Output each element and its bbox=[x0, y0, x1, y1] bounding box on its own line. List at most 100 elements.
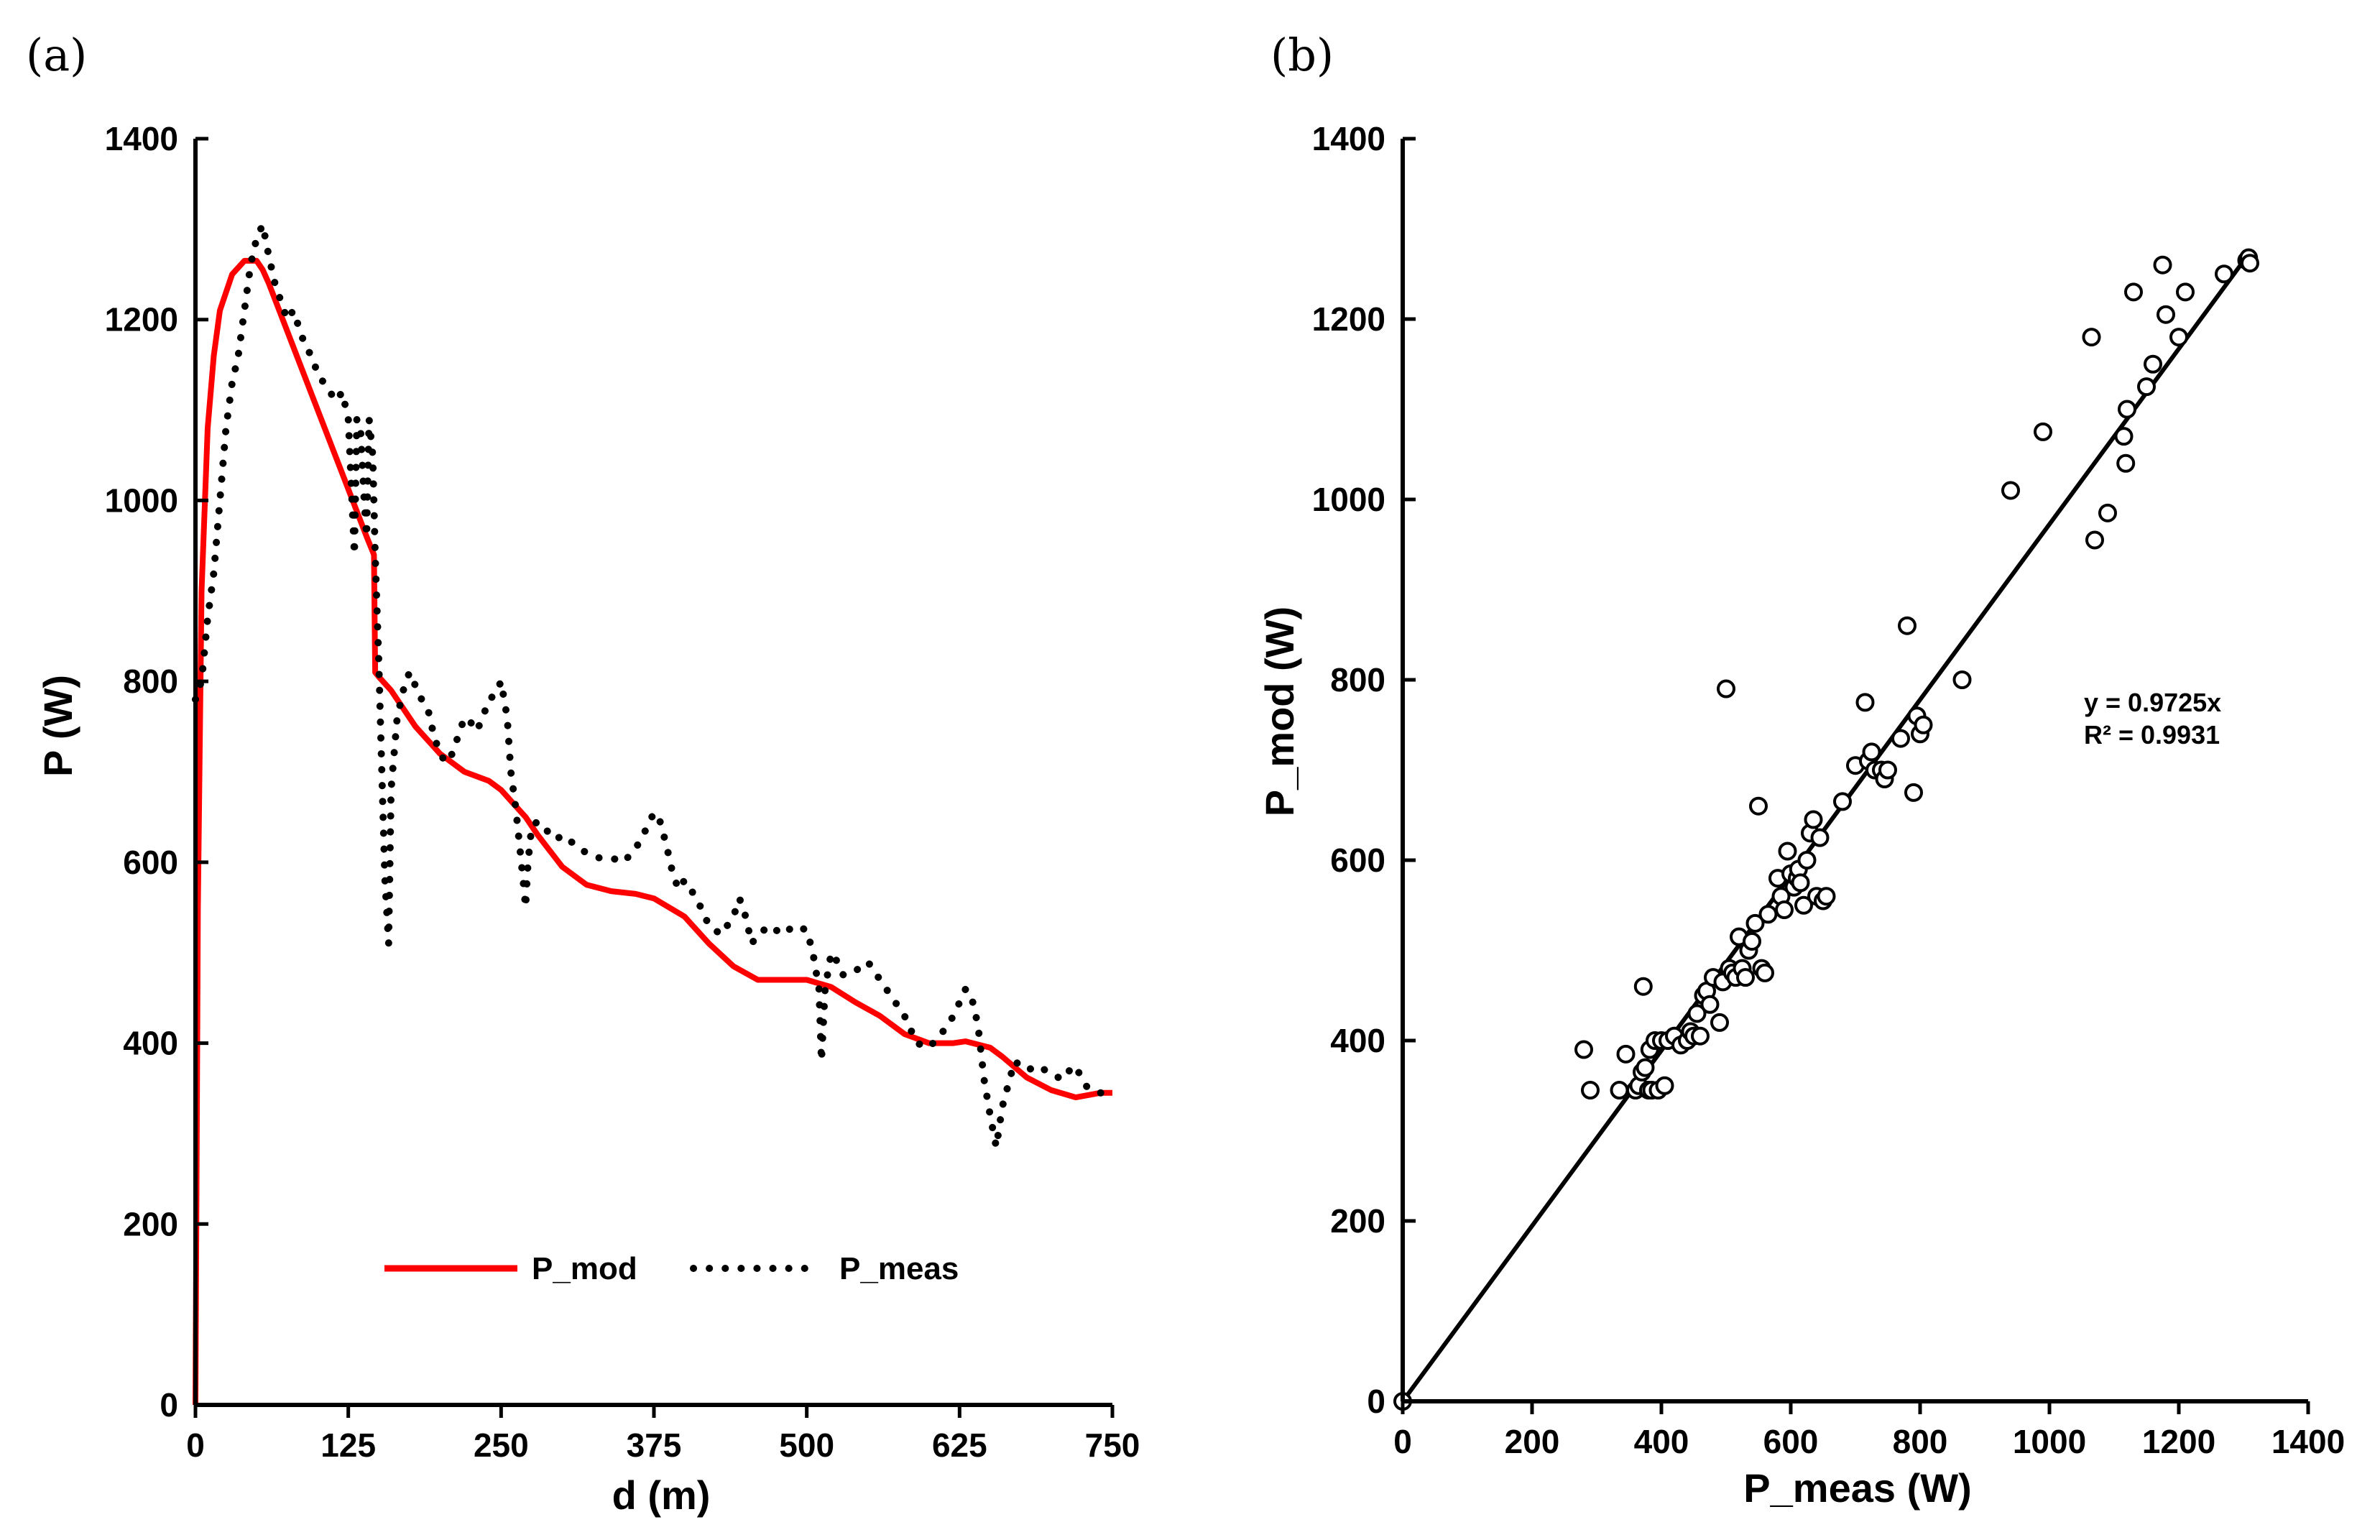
scatter-point bbox=[2137, 377, 2156, 397]
chart-b-x-tick-label: 400 bbox=[1634, 1423, 1689, 1460]
scatter-point bbox=[1736, 968, 1755, 987]
scatter-point bbox=[1914, 715, 1933, 734]
chart-a: 0 200 400 600 800 1000 1200 1400 0 125 250 375 500 62… bbox=[35, 120, 1140, 1518]
scatter-point bbox=[2144, 354, 2162, 374]
chart-a-x-axis-title: d (m) bbox=[612, 1472, 711, 1518]
chart-b-x-tick-label: 1000 bbox=[2013, 1423, 2086, 1460]
scatter-point bbox=[1633, 977, 1653, 996]
scatter-point bbox=[1862, 742, 1881, 762]
chart-a-x-tick-label: 250 bbox=[474, 1426, 529, 1464]
scatter-point bbox=[1756, 963, 1774, 982]
scatter-point bbox=[1775, 900, 1794, 920]
chart-b-axes bbox=[1401, 137, 2310, 1414]
scatter-point bbox=[2114, 427, 2134, 446]
scatter-point bbox=[1791, 873, 1810, 893]
chart-b-x-tick-label: 1200 bbox=[2142, 1423, 2215, 1460]
scatter-point bbox=[2157, 305, 2175, 324]
chart-a-y-tick-label: 400 bbox=[123, 1025, 178, 1062]
scatter-point bbox=[1804, 810, 1823, 829]
chart-a-y-tick-label: 600 bbox=[123, 844, 178, 881]
trendline-equation: y = 0.9725x bbox=[2084, 688, 2221, 717]
chart-a-y-tick-label: 1000 bbox=[105, 481, 178, 519]
scatter-point bbox=[2118, 400, 2136, 419]
chart-b-y-tick-label: 1000 bbox=[1312, 481, 1385, 518]
scatter-point bbox=[1891, 729, 1910, 748]
scatter-point bbox=[2085, 530, 2104, 550]
scatter-point bbox=[1749, 796, 1768, 816]
chart-b-x-tick-label: 0 bbox=[1393, 1423, 1412, 1460]
chart-a-legend: P_mod P_meas bbox=[384, 1251, 959, 1286]
chart-b-x-tick-label: 600 bbox=[1763, 1423, 1819, 1460]
chart-a-y-axis-title: P (W) bbox=[35, 675, 80, 777]
chart-a-x-tick-label: 625 bbox=[932, 1426, 987, 1464]
chart-b: 0 200 400 600 800 1000 1200 1400 0 200 400 600 800 10… bbox=[1257, 120, 2345, 1511]
panel-label-a: (a) bbox=[26, 29, 87, 81]
scatter-point bbox=[1616, 1044, 1636, 1064]
chart-a-x-tick-label: 125 bbox=[320, 1426, 376, 1464]
scatter-point bbox=[1855, 693, 1875, 712]
chart-a-y-tick-label: 800 bbox=[123, 663, 178, 700]
trendline-r-squared: R² = 0.9931 bbox=[2084, 720, 2220, 750]
scatter-point bbox=[2241, 254, 2259, 273]
chart-b-y-tick-label: 1200 bbox=[1312, 300, 1385, 338]
chart-b-x-axis-title: P_meas (W) bbox=[1743, 1465, 1971, 1511]
scatter-point bbox=[2124, 282, 2143, 302]
panel-label-b: (b) bbox=[1270, 29, 1334, 81]
scatter-point bbox=[2176, 282, 2195, 302]
chart-b-y-tick-label: 0 bbox=[1367, 1383, 1385, 1420]
scatter-point bbox=[1952, 670, 1972, 689]
scatter-point bbox=[1833, 792, 1852, 811]
chart-b-tick-labels: 0 200 400 600 800 1000 1200 1400 0 200 400 600 800 10… bbox=[1312, 120, 2346, 1460]
scatter-point bbox=[1710, 1013, 1729, 1032]
scatter-point bbox=[1797, 851, 1817, 870]
chart-b-y-tick-label: 1400 bbox=[1312, 120, 1385, 157]
chart-b-y-tick-label: 600 bbox=[1330, 842, 1385, 879]
scatter-point bbox=[1687, 1004, 1707, 1023]
chart-b-y-tick-label: 400 bbox=[1330, 1022, 1385, 1059]
scatter-point bbox=[1878, 760, 1897, 780]
scatter-point bbox=[1655, 1076, 1674, 1095]
scatter-point bbox=[2116, 453, 2136, 473]
chart-a-x-tick-label: 750 bbox=[1085, 1426, 1140, 1464]
scatter-point bbox=[1743, 931, 1761, 951]
chart-b-y-tick-label: 800 bbox=[1330, 661, 1385, 698]
scatter-point bbox=[1745, 913, 1765, 933]
scatter-point bbox=[1794, 895, 1813, 915]
chart-a-x-tick-label: 500 bbox=[779, 1426, 834, 1464]
scatter-point bbox=[1778, 842, 1797, 861]
chart-a-x-tick-label: 375 bbox=[627, 1426, 682, 1464]
scatter-point bbox=[2034, 422, 2052, 441]
chart-a-y-tick-label: 200 bbox=[123, 1205, 178, 1242]
scatter-point bbox=[2169, 328, 2188, 347]
scatter-point bbox=[1700, 995, 1720, 1014]
scatter-point bbox=[2215, 264, 2233, 284]
legend-label-p-mod: P_mod bbox=[532, 1251, 637, 1286]
chart-a-x-tick-label: 0 bbox=[186, 1426, 205, 1464]
scatter-point bbox=[2153, 255, 2172, 275]
chart-a-y-tick-label: 1400 bbox=[105, 120, 178, 157]
scatter-point bbox=[1758, 905, 1778, 924]
chart-b-y-axis-title: P_mod (W) bbox=[1257, 607, 1302, 816]
scatter-point bbox=[1691, 1026, 1710, 1046]
chart-b-series-layer bbox=[1393, 248, 2259, 1411]
scatter-point bbox=[1898, 616, 1917, 635]
series-line-p-mod bbox=[193, 257, 1112, 1406]
chart-b-x-tick-label: 1400 bbox=[2271, 1423, 2345, 1460]
chart-b-y-tick-label: 200 bbox=[1330, 1202, 1385, 1240]
trendline bbox=[1401, 255, 2248, 1403]
scatter-point bbox=[2082, 328, 2101, 347]
chart-a-y-tick-label: 1200 bbox=[105, 301, 178, 338]
chart-b-x-tick-label: 200 bbox=[1505, 1423, 1560, 1460]
scatter-point bbox=[1904, 783, 1923, 802]
series-line-p-meas bbox=[192, 213, 1116, 1148]
scatter-point bbox=[1817, 887, 1836, 906]
scatter-point bbox=[1610, 1081, 1629, 1100]
chart-b-x-tick-label: 800 bbox=[1893, 1423, 1948, 1460]
scatter-point bbox=[2001, 481, 2020, 500]
scatter-point bbox=[1717, 679, 1735, 698]
legend-label-p-meas: P_meas bbox=[839, 1251, 959, 1286]
chart-a-tick-labels: 0 200 400 600 800 1000 1200 1400 0 125 250 375 500 62… bbox=[105, 120, 1140, 1464]
chart-a-y-tick-label: 0 bbox=[160, 1386, 178, 1424]
scatter-point bbox=[2098, 503, 2117, 522]
